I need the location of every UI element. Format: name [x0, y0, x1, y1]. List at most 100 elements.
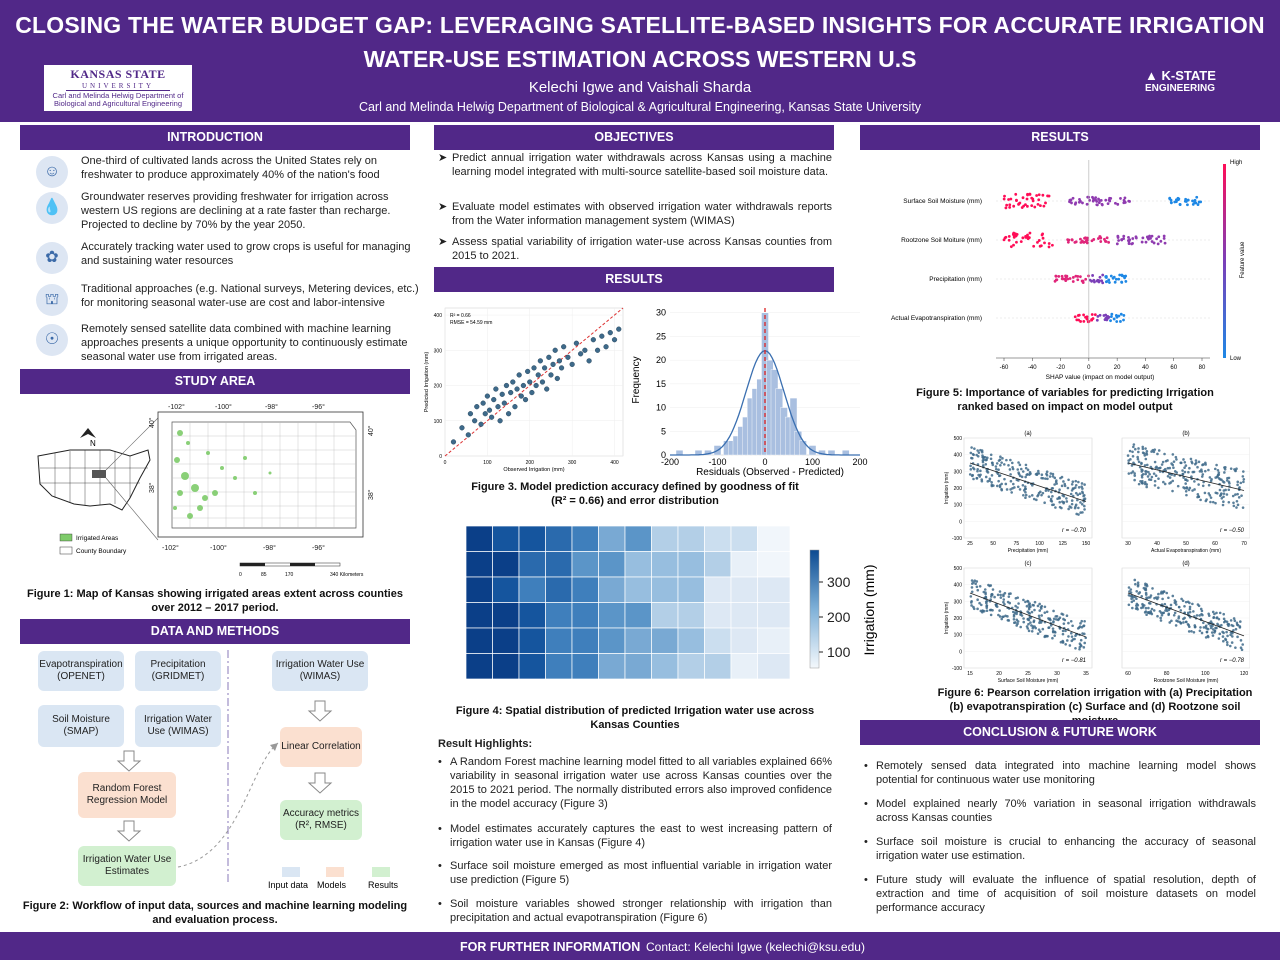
scatter-point [1209, 500, 1212, 504]
scatter-point [1071, 638, 1075, 641]
x-axis-label: Surface Soil Moisture (mm) [998, 678, 1059, 683]
x-tick-label: 75 [1014, 541, 1020, 547]
scatter-point [970, 586, 974, 589]
svg-text:-102°: -102° [162, 544, 179, 552]
colorbar [809, 549, 820, 669]
shap-point [1004, 235, 1008, 239]
shap-point [1150, 240, 1154, 243]
shap-point [1109, 319, 1112, 323]
y-tick-label: 0 [439, 454, 442, 460]
county-cell [651, 627, 679, 654]
scatter-point [1134, 582, 1137, 586]
scatter-point [1070, 499, 1074, 502]
scatter-point [1021, 470, 1025, 473]
svg-text:38°: 38° [148, 482, 156, 493]
figure2-caption: Figure 2: Workflow of input data, source… [22, 900, 408, 926]
scatter-point [1181, 469, 1184, 472]
scatter-point [1156, 452, 1159, 456]
svg-text:Feature value: Feature value [1240, 241, 1246, 278]
scatter-point [1128, 449, 1132, 453]
scatter-point [972, 477, 975, 481]
scatter-point [1160, 463, 1164, 466]
scatter-point [1193, 488, 1196, 491]
scatter-point [1218, 632, 1222, 636]
county-cell [545, 525, 573, 552]
scatter-point [1081, 487, 1084, 490]
scatter-point [1016, 606, 1019, 609]
footer-contact[interactable]: Contact: Kelechi Igwe (kelechi@ksu.edu) [646, 940, 865, 954]
county-cell [651, 551, 679, 578]
shap-point [1156, 242, 1160, 246]
shap-point [1043, 241, 1046, 245]
scatter-point [1230, 623, 1233, 627]
y-tick-label: 400 [434, 313, 443, 319]
scatter-point [603, 344, 609, 350]
shap-point [1090, 313, 1094, 316]
x-tick-label: 100 [483, 460, 492, 466]
scatter-point [1227, 480, 1231, 484]
scatter-point [1145, 463, 1149, 467]
shap-point [1162, 237, 1166, 240]
scatter-point [1051, 475, 1055, 478]
box-wimas-input: Irrigation Water Use (WIMAS) [135, 705, 221, 747]
scatter-point [1222, 639, 1225, 643]
scatter-point [514, 386, 520, 392]
scatter-point [972, 467, 976, 471]
shap-point [1109, 196, 1113, 200]
county-cell [465, 576, 493, 603]
scatter-point [1014, 604, 1017, 608]
scatter-point [1193, 480, 1196, 483]
shap-point [1141, 236, 1145, 240]
scatter-point [1177, 605, 1181, 609]
svg-text:-98°: -98° [265, 403, 278, 411]
scatter-point [985, 606, 989, 609]
scatter-point [1004, 614, 1007, 618]
scatter-point [990, 480, 993, 484]
county-cell [492, 525, 520, 552]
shap-point [1114, 277, 1118, 281]
scatter-point [1223, 620, 1226, 624]
scatter-point [984, 455, 987, 459]
x-axis-label: Actual Evapotranspiration (mm) [1151, 548, 1221, 554]
scatter-point [1143, 454, 1147, 457]
scatter-point [558, 365, 565, 371]
scatter-point [1010, 491, 1013, 494]
scatter-point [1002, 463, 1006, 466]
scatter-point [1208, 494, 1212, 497]
scatter-point [1196, 493, 1200, 496]
scatter-point [986, 456, 989, 460]
legend-models-label: Models [317, 880, 347, 890]
shap-point [1186, 198, 1190, 202]
shap-point [1012, 231, 1016, 235]
svg-text:N: N [90, 439, 96, 448]
scatter-point [1019, 467, 1023, 471]
scatter-point [1129, 588, 1133, 591]
scatter-point [1171, 479, 1175, 483]
scatter-point [1160, 590, 1163, 594]
county-cell [571, 602, 599, 629]
colorbar-label: Irrigation (mm) [861, 564, 877, 655]
shap-point [1106, 202, 1110, 206]
scatter-point [1230, 641, 1234, 644]
scatter-point [1175, 458, 1178, 461]
scatter-point [1202, 621, 1205, 625]
x-tick-label: 0 [762, 457, 767, 467]
svg-text:85: 85 [261, 572, 267, 578]
scatter-point [1037, 628, 1041, 631]
correlation-label: r = −0.78 [1220, 658, 1245, 664]
scatter-point [489, 414, 495, 420]
scatter-point [1038, 621, 1041, 625]
x-axis-label: Residuals (Observed - Predicted) [696, 467, 844, 478]
scatter-point [1070, 502, 1074, 506]
shap-point [1068, 198, 1072, 202]
scatter-point [1048, 475, 1052, 478]
y-tick-label: 0 [959, 519, 962, 525]
county-cell [518, 576, 546, 603]
scatter-point [1186, 611, 1190, 615]
x-tick-label: 30 [1054, 671, 1060, 677]
scatter-point [573, 340, 579, 346]
y-tick-label: -100 [952, 666, 962, 672]
scatter-point [1147, 601, 1151, 605]
scatter-point [1188, 625, 1191, 629]
scatter-point [1044, 489, 1048, 492]
